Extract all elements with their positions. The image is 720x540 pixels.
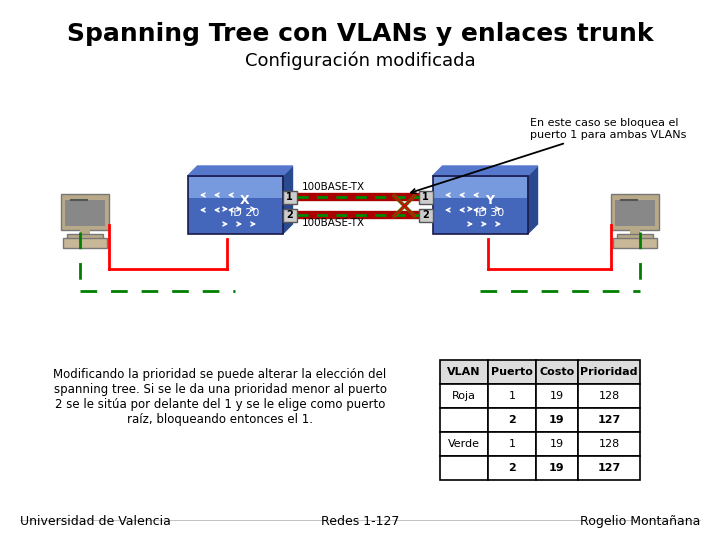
Bar (187, 176, 282, 234)
Bar (488, 384, 536, 408)
Text: Universidad de Valencia: Universidad de Valencia (20, 515, 171, 528)
Bar (433, 176, 528, 234)
Bar (611, 194, 659, 230)
Text: 2: 2 (508, 463, 516, 473)
Polygon shape (528, 166, 538, 234)
Text: 128: 128 (598, 439, 620, 449)
Bar (578, 456, 640, 480)
Text: 100BASE-TX: 100BASE-TX (302, 218, 364, 228)
Bar (418, 191, 433, 204)
Bar (536, 432, 578, 456)
Text: 2: 2 (508, 415, 516, 425)
Bar (613, 238, 657, 248)
Bar (630, 229, 640, 235)
Text: 19: 19 (550, 391, 564, 401)
Bar (578, 432, 640, 456)
Text: 19: 19 (550, 439, 564, 449)
Text: ID 20: ID 20 (230, 208, 260, 218)
Text: 128: 128 (598, 391, 620, 401)
Bar (578, 360, 640, 384)
Text: Y: Y (485, 193, 495, 206)
Bar (488, 432, 536, 456)
Bar (282, 191, 297, 204)
Bar (578, 408, 640, 432)
Text: Spanning Tree con VLANs y enlaces trunk: Spanning Tree con VLANs y enlaces trunk (67, 22, 653, 46)
Bar (80, 229, 90, 235)
Text: 19: 19 (549, 463, 564, 473)
Bar (578, 384, 640, 408)
Bar (536, 384, 578, 408)
Bar (536, 456, 578, 480)
Text: ID 30: ID 30 (475, 208, 505, 218)
Bar (61, 194, 109, 230)
Text: Modificando la prioridad se puede alterar la elección del
spanning tree. Si se l: Modificando la prioridad se puede altera… (53, 368, 387, 426)
Bar (440, 456, 488, 480)
Bar (617, 234, 653, 239)
Text: X: X (240, 193, 250, 206)
Bar (615, 200, 655, 226)
Text: 1: 1 (422, 192, 429, 202)
Bar (282, 208, 297, 221)
Text: 127: 127 (598, 415, 621, 425)
Bar (418, 208, 433, 221)
Text: Configuración modificada: Configuración modificada (245, 52, 475, 71)
Text: Redes 1-127: Redes 1-127 (321, 515, 399, 528)
Text: VLAN: VLAN (447, 367, 481, 377)
Text: Costo: Costo (539, 367, 575, 377)
Text: Verde: Verde (448, 439, 480, 449)
Bar (440, 384, 488, 408)
Bar (433, 177, 526, 198)
Bar (488, 456, 536, 480)
Bar (63, 238, 107, 248)
Text: 1: 1 (508, 439, 516, 449)
Text: Roja: Roja (452, 391, 476, 401)
Text: 127: 127 (598, 463, 621, 473)
Bar (536, 408, 578, 432)
Polygon shape (282, 166, 292, 234)
Bar (488, 360, 536, 384)
Polygon shape (187, 166, 292, 176)
Bar (67, 234, 103, 239)
Text: 1: 1 (508, 391, 516, 401)
Bar (440, 360, 488, 384)
Text: 1: 1 (286, 192, 293, 202)
Bar (65, 200, 105, 226)
Polygon shape (433, 166, 538, 176)
Text: Rogelio Montañana: Rogelio Montañana (580, 515, 700, 528)
Bar (440, 408, 488, 432)
Bar (189, 177, 282, 198)
Text: 100BASE-TX: 100BASE-TX (302, 182, 364, 192)
Text: 2: 2 (286, 210, 293, 220)
Text: Puerto: Puerto (491, 367, 533, 377)
Bar (488, 408, 536, 432)
Bar (440, 432, 488, 456)
Text: Prioridad: Prioridad (580, 367, 638, 377)
Text: 2: 2 (422, 210, 429, 220)
Text: 19: 19 (549, 415, 564, 425)
Bar (536, 360, 578, 384)
Text: En este caso se bloquea el
puerto 1 para ambas VLANs: En este caso se bloquea el puerto 1 para… (411, 118, 686, 193)
